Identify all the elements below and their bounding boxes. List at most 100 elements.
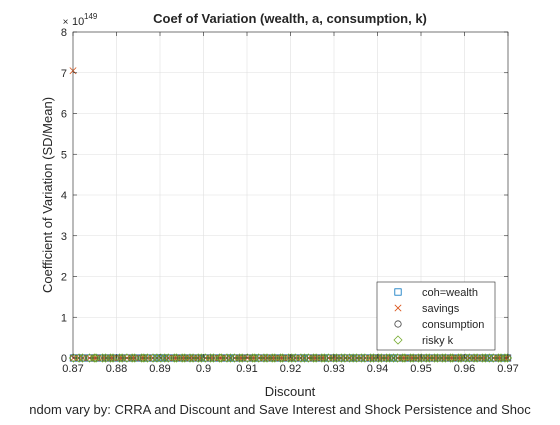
data-point: [127, 353, 137, 363]
data-point: [502, 353, 513, 363]
y-tick-label: 5: [61, 149, 67, 161]
data-point: [405, 353, 416, 363]
figure-caption: ndom vary by: CRRA and Discount and Save…: [29, 402, 531, 417]
data-point: [177, 353, 187, 363]
data-point: [185, 353, 195, 363]
data-point: [493, 353, 503, 363]
data-point: [74, 353, 84, 363]
data-point: [275, 353, 286, 363]
legend-marker: [394, 288, 402, 296]
y-tick-label: 3: [61, 231, 67, 243]
x-tick-label: 0.91: [236, 363, 257, 375]
data-point: [250, 353, 260, 363]
svg-text:149: 149: [84, 12, 98, 21]
y-axis-label: Coefficient of Variation (SD/Mean): [40, 97, 55, 293]
data-point: [248, 353, 258, 363]
legend-marker: [394, 320, 402, 328]
x-tick-label: 0.96: [454, 363, 475, 375]
data-point: [296, 353, 306, 363]
data-point: [461, 353, 471, 363]
data-point: [196, 353, 206, 363]
data-point: [429, 353, 440, 363]
data-point: [389, 353, 399, 363]
ticks: 0.87 0.88 0.89 0.9 0.91 0.92 0.93 0.94 0.95 0.96 0…: [61, 27, 519, 375]
y-tick-label: 7: [61, 68, 67, 80]
data-point: [108, 353, 118, 363]
x-tick-label: 0.93: [323, 363, 344, 375]
data-point: [78, 353, 88, 363]
legend-box: [376, 281, 496, 351]
data-point: [163, 353, 173, 363]
data-point: [278, 353, 288, 363]
data-point: [500, 353, 510, 363]
legend-entry: coh=wealth: [422, 287, 478, 299]
x-tick-label: 0.97: [497, 363, 518, 375]
series-risky-k: [68, 353, 513, 363]
legend-entry: consumption: [422, 319, 484, 331]
legend-marker: [393, 335, 403, 345]
data-point: [98, 353, 108, 363]
legend: coh=wealth savings consumption risky k: [376, 281, 496, 351]
y-tick-label: 0: [61, 353, 67, 365]
data-point: [453, 353, 463, 363]
x-tick-label: 0.88: [106, 363, 127, 375]
data-point: [91, 353, 101, 363]
data-point: [477, 353, 487, 363]
data-point: [356, 353, 366, 363]
data-point: [385, 353, 395, 363]
data-point: [446, 353, 456, 363]
legend-marker: [394, 304, 402, 312]
data-point: [421, 353, 431, 363]
data-point: [193, 353, 203, 363]
data-point: [398, 353, 408, 363]
data-point: [169, 353, 179, 363]
y-tick-label: 1: [61, 312, 67, 324]
data-point: [373, 353, 383, 363]
data-point: [496, 353, 506, 363]
data-point: [208, 353, 219, 363]
data-point: [160, 353, 170, 363]
data-point: [222, 353, 232, 363]
data-point: [267, 353, 277, 363]
y-exponent-label: 10 149 ×: [63, 12, 98, 28]
data-point: [484, 353, 494, 363]
times-sign: ×: [63, 17, 69, 28]
chart-title: Coef of Variation (wealth, a, consumptio…: [153, 11, 427, 26]
x-tick-label: 0.92: [280, 363, 301, 375]
data-point: [328, 353, 339, 363]
data-point: [469, 353, 479, 363]
data-point: [365, 353, 376, 363]
data-point: [345, 353, 355, 363]
data-point: [215, 353, 225, 363]
y-exponent-base: 10: [72, 16, 84, 28]
data-point: [480, 353, 490, 363]
data-point: [225, 353, 236, 363]
data-point: [235, 353, 245, 363]
x-axis-label: Discount: [265, 384, 316, 399]
data-point: [348, 353, 358, 363]
x-tick-label: 0.95: [410, 363, 431, 375]
data-point: [105, 353, 115, 363]
data-point: [152, 353, 162, 363]
data-point: [148, 353, 158, 363]
data-point: [114, 353, 125, 363]
y-tick-label: 2: [61, 272, 67, 284]
x-tick-label: 0.9: [196, 363, 211, 375]
data-point: [156, 353, 166, 363]
data-point: [89, 353, 99, 363]
data-point: [259, 353, 269, 363]
data-point: [437, 353, 447, 363]
y-exponent: 149: [84, 12, 98, 21]
data-point: [139, 353, 149, 363]
data-point: [299, 353, 309, 363]
x-tick-label: 0.87: [62, 363, 83, 375]
x-tick-label: 0.89: [149, 363, 170, 375]
y-tick-label: 6: [61, 109, 67, 121]
y-tick-label: 8: [61, 27, 67, 39]
legend-entry: savings: [422, 303, 460, 315]
data-point: [308, 353, 319, 363]
legend-entry: risky k: [422, 335, 454, 347]
data-point: [130, 353, 140, 363]
svg-text:10: 10: [72, 16, 84, 28]
